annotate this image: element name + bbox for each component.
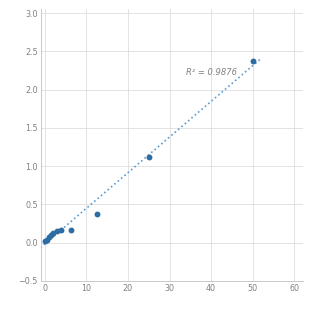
Point [42, 239, 47, 244]
Text: R² = 0.9876: R² = 0.9876 [186, 68, 237, 77]
Point [55, 229, 60, 234]
Point [46, 235, 51, 240]
Point [48, 232, 53, 237]
Point [51, 230, 56, 235]
Point [68, 228, 73, 233]
Point [44, 237, 49, 242]
Point [250, 58, 255, 63]
Point [59, 227, 64, 232]
Point [146, 154, 151, 159]
Point [94, 211, 99, 216]
